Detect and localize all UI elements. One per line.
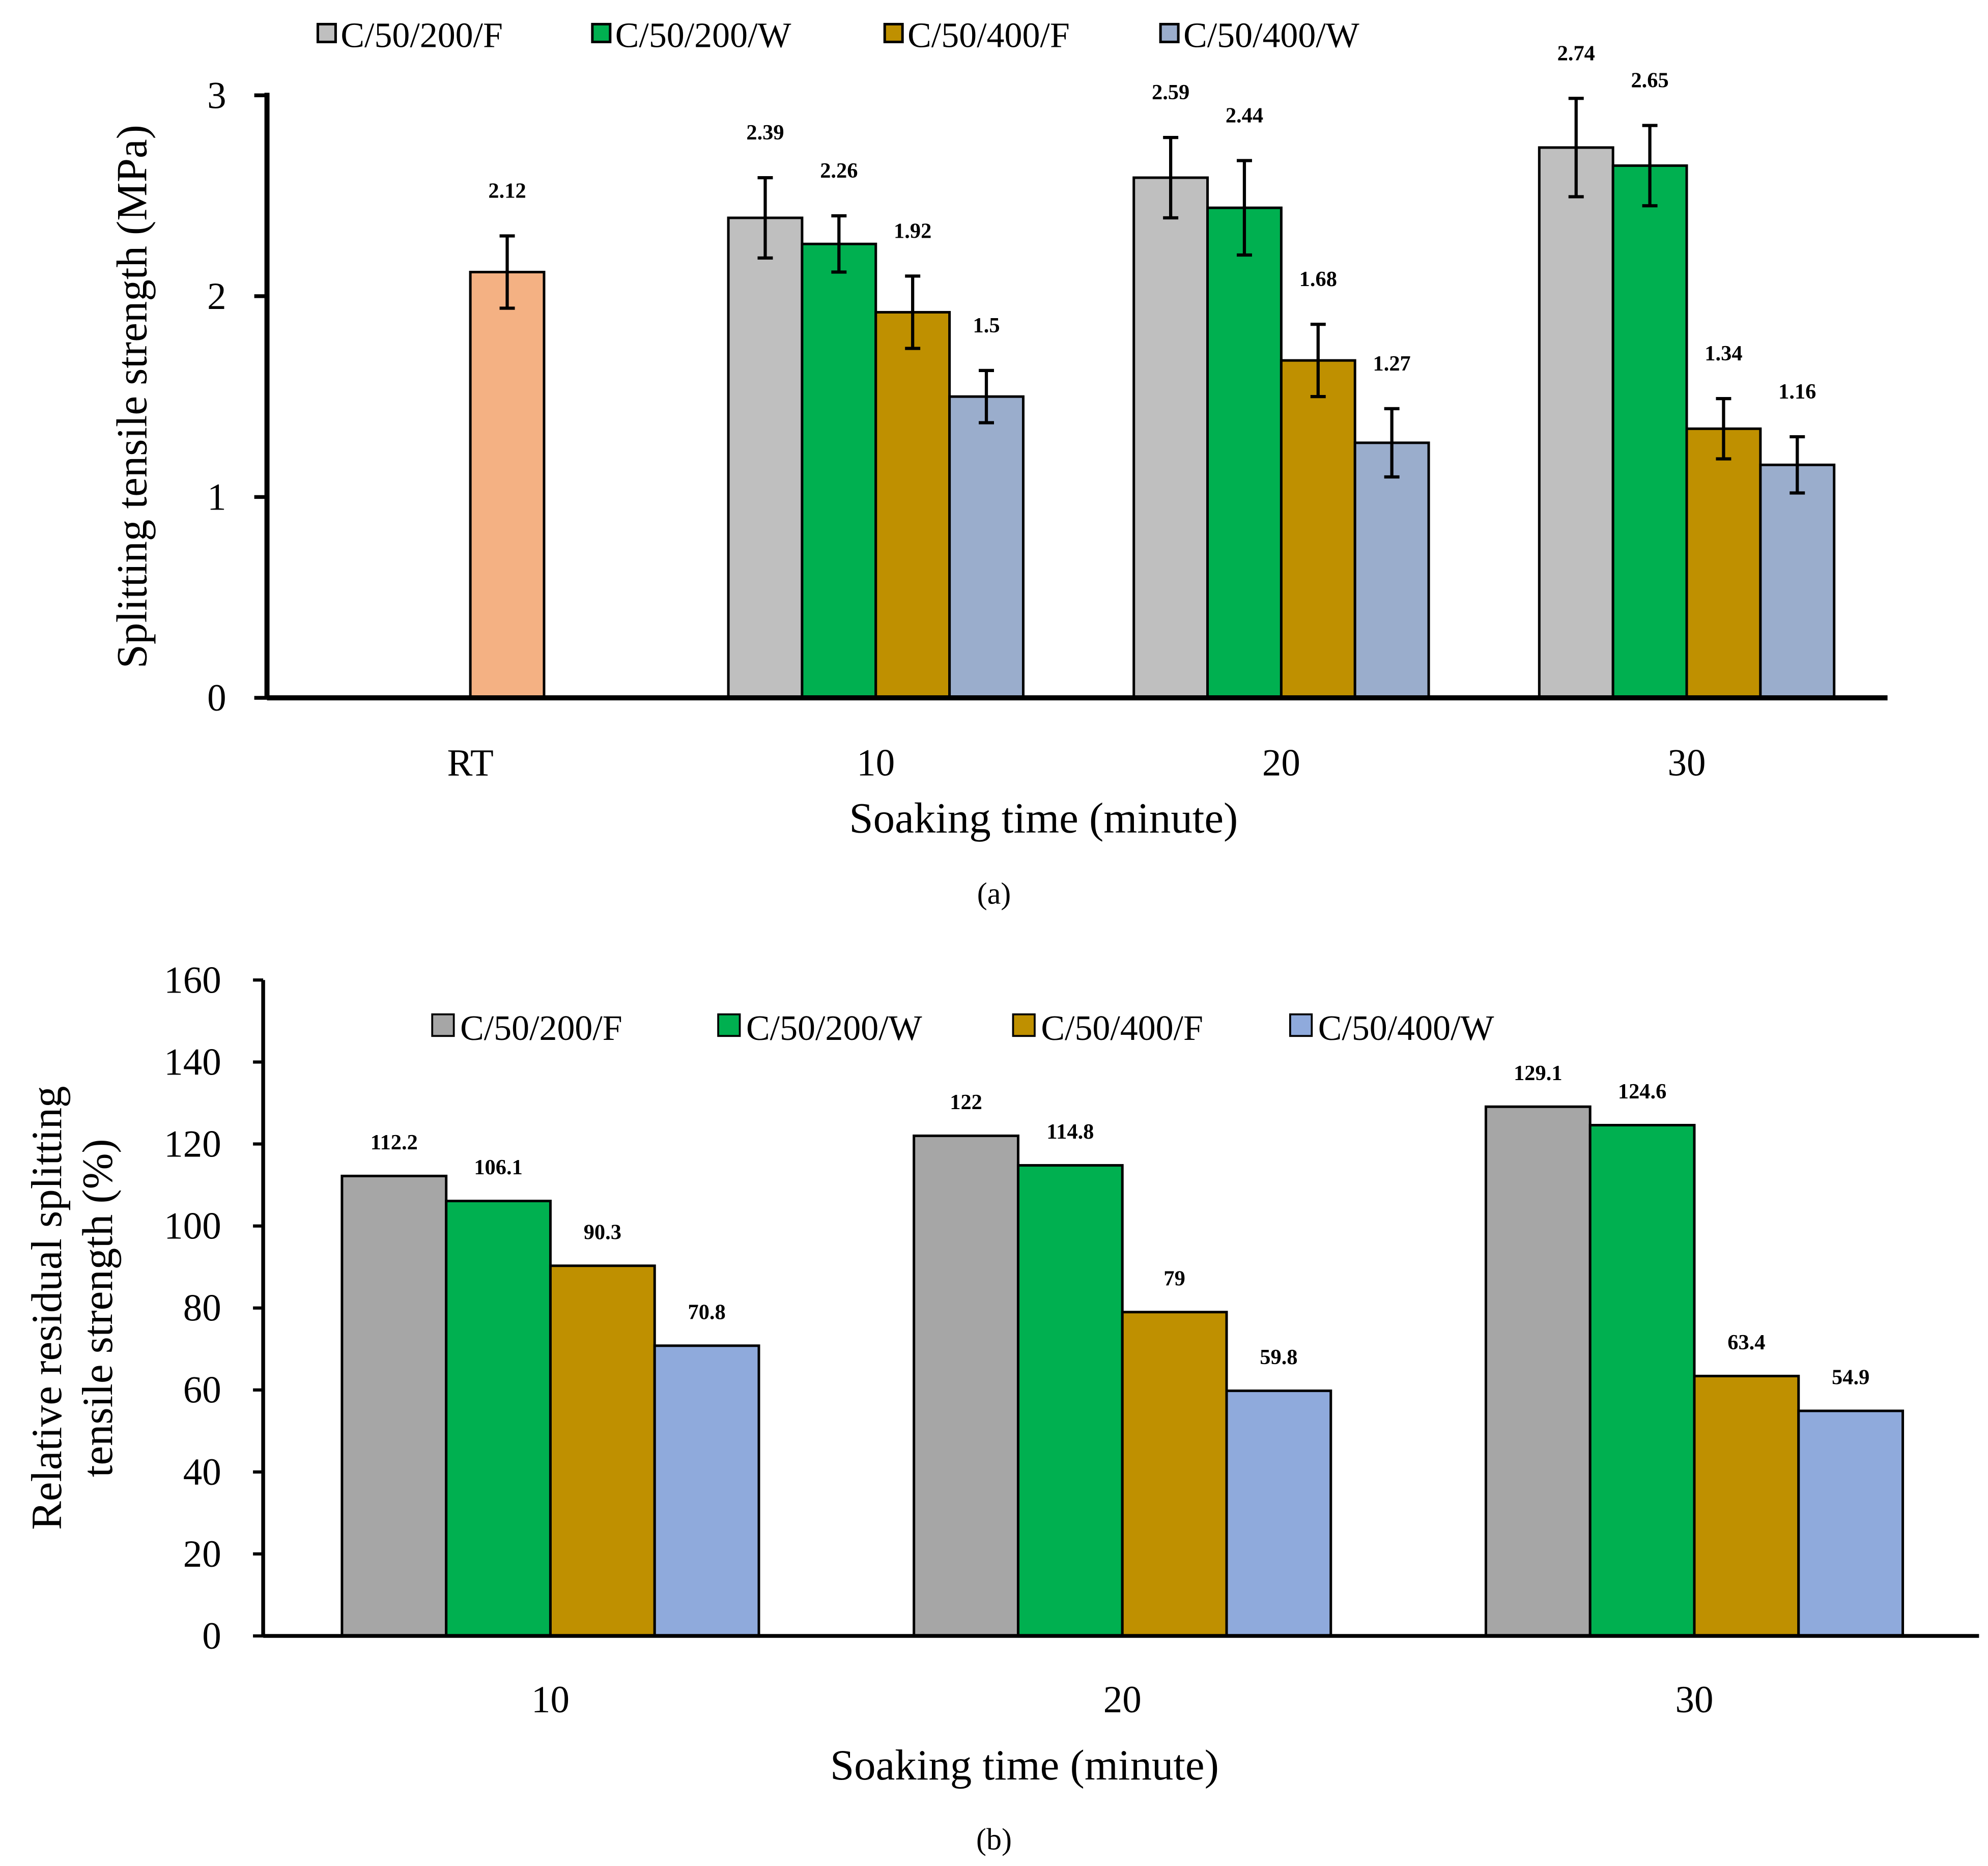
legend-label: C/50/400/F [1041, 1009, 1203, 1048]
bar-c-50-200-w [801, 242, 877, 699]
legend-label: C/50/200/F [460, 1009, 622, 1048]
legend-swatch [1289, 1013, 1313, 1037]
data-label: 112.2 [371, 1130, 418, 1154]
chart-b-ytick-label: 100 [164, 1205, 221, 1248]
bar-c-50-400-w [1759, 463, 1836, 699]
chart-a-xtick-label: 20 [1262, 742, 1300, 784]
chart-a-xlabel: Soaking time (minute) [849, 795, 1238, 842]
chart-b-xtick-label: 30 [1675, 1679, 1714, 1721]
data-label: 2.44 [1226, 104, 1263, 128]
legend-label: C/50/200/W [746, 1009, 922, 1048]
data-label: 106.1 [474, 1155, 522, 1179]
chart-b-ytick-label: 0 [202, 1615, 221, 1657]
bar-c-50-400-w [1225, 1389, 1332, 1637]
chart-a-xtick-label: RT [447, 742, 494, 784]
legend-label: C/50/400/W [1183, 16, 1359, 55]
bar-c-50-200-f [1484, 1105, 1592, 1637]
data-label: 63.4 [1727, 1331, 1765, 1354]
legend-label: C/50/200/W [615, 16, 791, 55]
legend-swatch [883, 22, 904, 43]
bar-c-50-200-w [1588, 1124, 1696, 1637]
legend-label: C/50/200/F [340, 16, 503, 55]
legend-label: C/50/400/W [1318, 1009, 1494, 1048]
data-label: 59.8 [1260, 1345, 1297, 1369]
bar-c-50-200-w [1016, 1164, 1124, 1637]
chart-a: Splitting tensile strength (MPa) Soaking… [108, 16, 1888, 911]
chart-a-ytick-label: 1 [207, 476, 226, 518]
bar-c-50-400-f [1685, 427, 1762, 699]
chart-a-caption: (a) [977, 877, 1011, 911]
chart-b-ylabel-line2: tensile strength (%) [74, 1139, 122, 1477]
bar-c-50-400-f [1280, 359, 1356, 699]
chart-b-ytick-label: 40 [183, 1451, 221, 1493]
bar-c-50-200-f [913, 1134, 1019, 1637]
data-label: 124.6 [1618, 1080, 1666, 1104]
data-label: 2.12 [488, 179, 526, 203]
chart-b-caption: (b) [976, 1823, 1012, 1856]
bar-c-50-400-f [874, 310, 951, 699]
legend-swatch [431, 1013, 455, 1037]
bar-c-50-200-f [727, 216, 804, 699]
data-label: 129.1 [1514, 1061, 1562, 1085]
chart-b-xtick-label: 10 [531, 1679, 570, 1721]
chart-b-ytick-label: 160 [164, 959, 221, 1001]
bar-c-50-400-w [653, 1344, 760, 1637]
bar-rt [469, 271, 546, 699]
data-label: 1.92 [894, 219, 931, 243]
bar-c-50-200-f [1132, 176, 1209, 699]
chart-b-ytick-label: 80 [183, 1287, 221, 1330]
chart-a-ytick-label: 3 [207, 74, 226, 117]
bar-c-50-400-w [1797, 1409, 1905, 1637]
chart-b-ytick-label: 120 [164, 1123, 221, 1166]
chart-b-ytick-label: 140 [164, 1041, 221, 1083]
chart-b-ylabel-line1: Relative residual splitting [23, 1086, 71, 1530]
data-label: 54.9 [1832, 1365, 1869, 1389]
legend-swatch [591, 22, 612, 43]
data-label: 79 [1163, 1266, 1185, 1290]
bar-c-50-200-w [1206, 206, 1283, 699]
bar-c-50-400-f [1693, 1374, 1800, 1637]
chart-b-xtick-label: 20 [1103, 1679, 1142, 1721]
bar-c-50-400-w [1353, 441, 1430, 699]
bar-c-50-200-w [1611, 164, 1688, 699]
bar-c-50-400-f [549, 1264, 656, 1637]
chart-a-ylabel: Splitting tensile strength (MPa) [108, 125, 156, 668]
data-label: 90.3 [584, 1220, 621, 1244]
data-label: 2.39 [746, 121, 784, 145]
legend-swatch [717, 1013, 741, 1037]
data-label: 2.74 [1557, 41, 1595, 65]
chart-b-ytick-label: 60 [183, 1369, 221, 1411]
chart-a-xtick-label: 30 [1668, 742, 1706, 784]
bar-c-50-200-f [1538, 146, 1614, 699]
bar-c-50-400-w [948, 395, 1025, 699]
data-label: 1.27 [1373, 352, 1411, 376]
chart-a-xtick-label: 10 [857, 742, 895, 784]
data-label: 2.65 [1631, 69, 1668, 93]
data-label: 1.5 [973, 314, 1000, 337]
data-label: 1.16 [1778, 380, 1816, 404]
bar-c-50-400-f [1121, 1311, 1228, 1637]
legend-swatch [1159, 22, 1180, 43]
data-label: 114.8 [1046, 1120, 1094, 1144]
data-label: 1.68 [1299, 267, 1337, 291]
chart-a-ytick-label: 0 [207, 677, 226, 719]
data-label: 70.8 [688, 1300, 725, 1324]
data-label: 1.34 [1705, 342, 1742, 365]
chart-a-ytick-label: 2 [207, 275, 226, 318]
chart-b-xlabel: Soaking time (minute) [830, 1741, 1219, 1789]
data-label: 2.59 [1152, 80, 1189, 104]
bar-c-50-200-w [445, 1199, 552, 1637]
bar-c-50-200-f [340, 1174, 448, 1637]
data-label: 2.26 [820, 159, 858, 183]
chart-b: Relative residual splitting tensile stre… [23, 959, 1979, 1856]
legend-swatch [316, 22, 337, 43]
legend-label: C/50/400/F [907, 16, 1070, 55]
legend-swatch [1012, 1013, 1036, 1037]
data-label: 122 [950, 1090, 982, 1114]
chart-b-ytick-label: 20 [183, 1533, 221, 1575]
